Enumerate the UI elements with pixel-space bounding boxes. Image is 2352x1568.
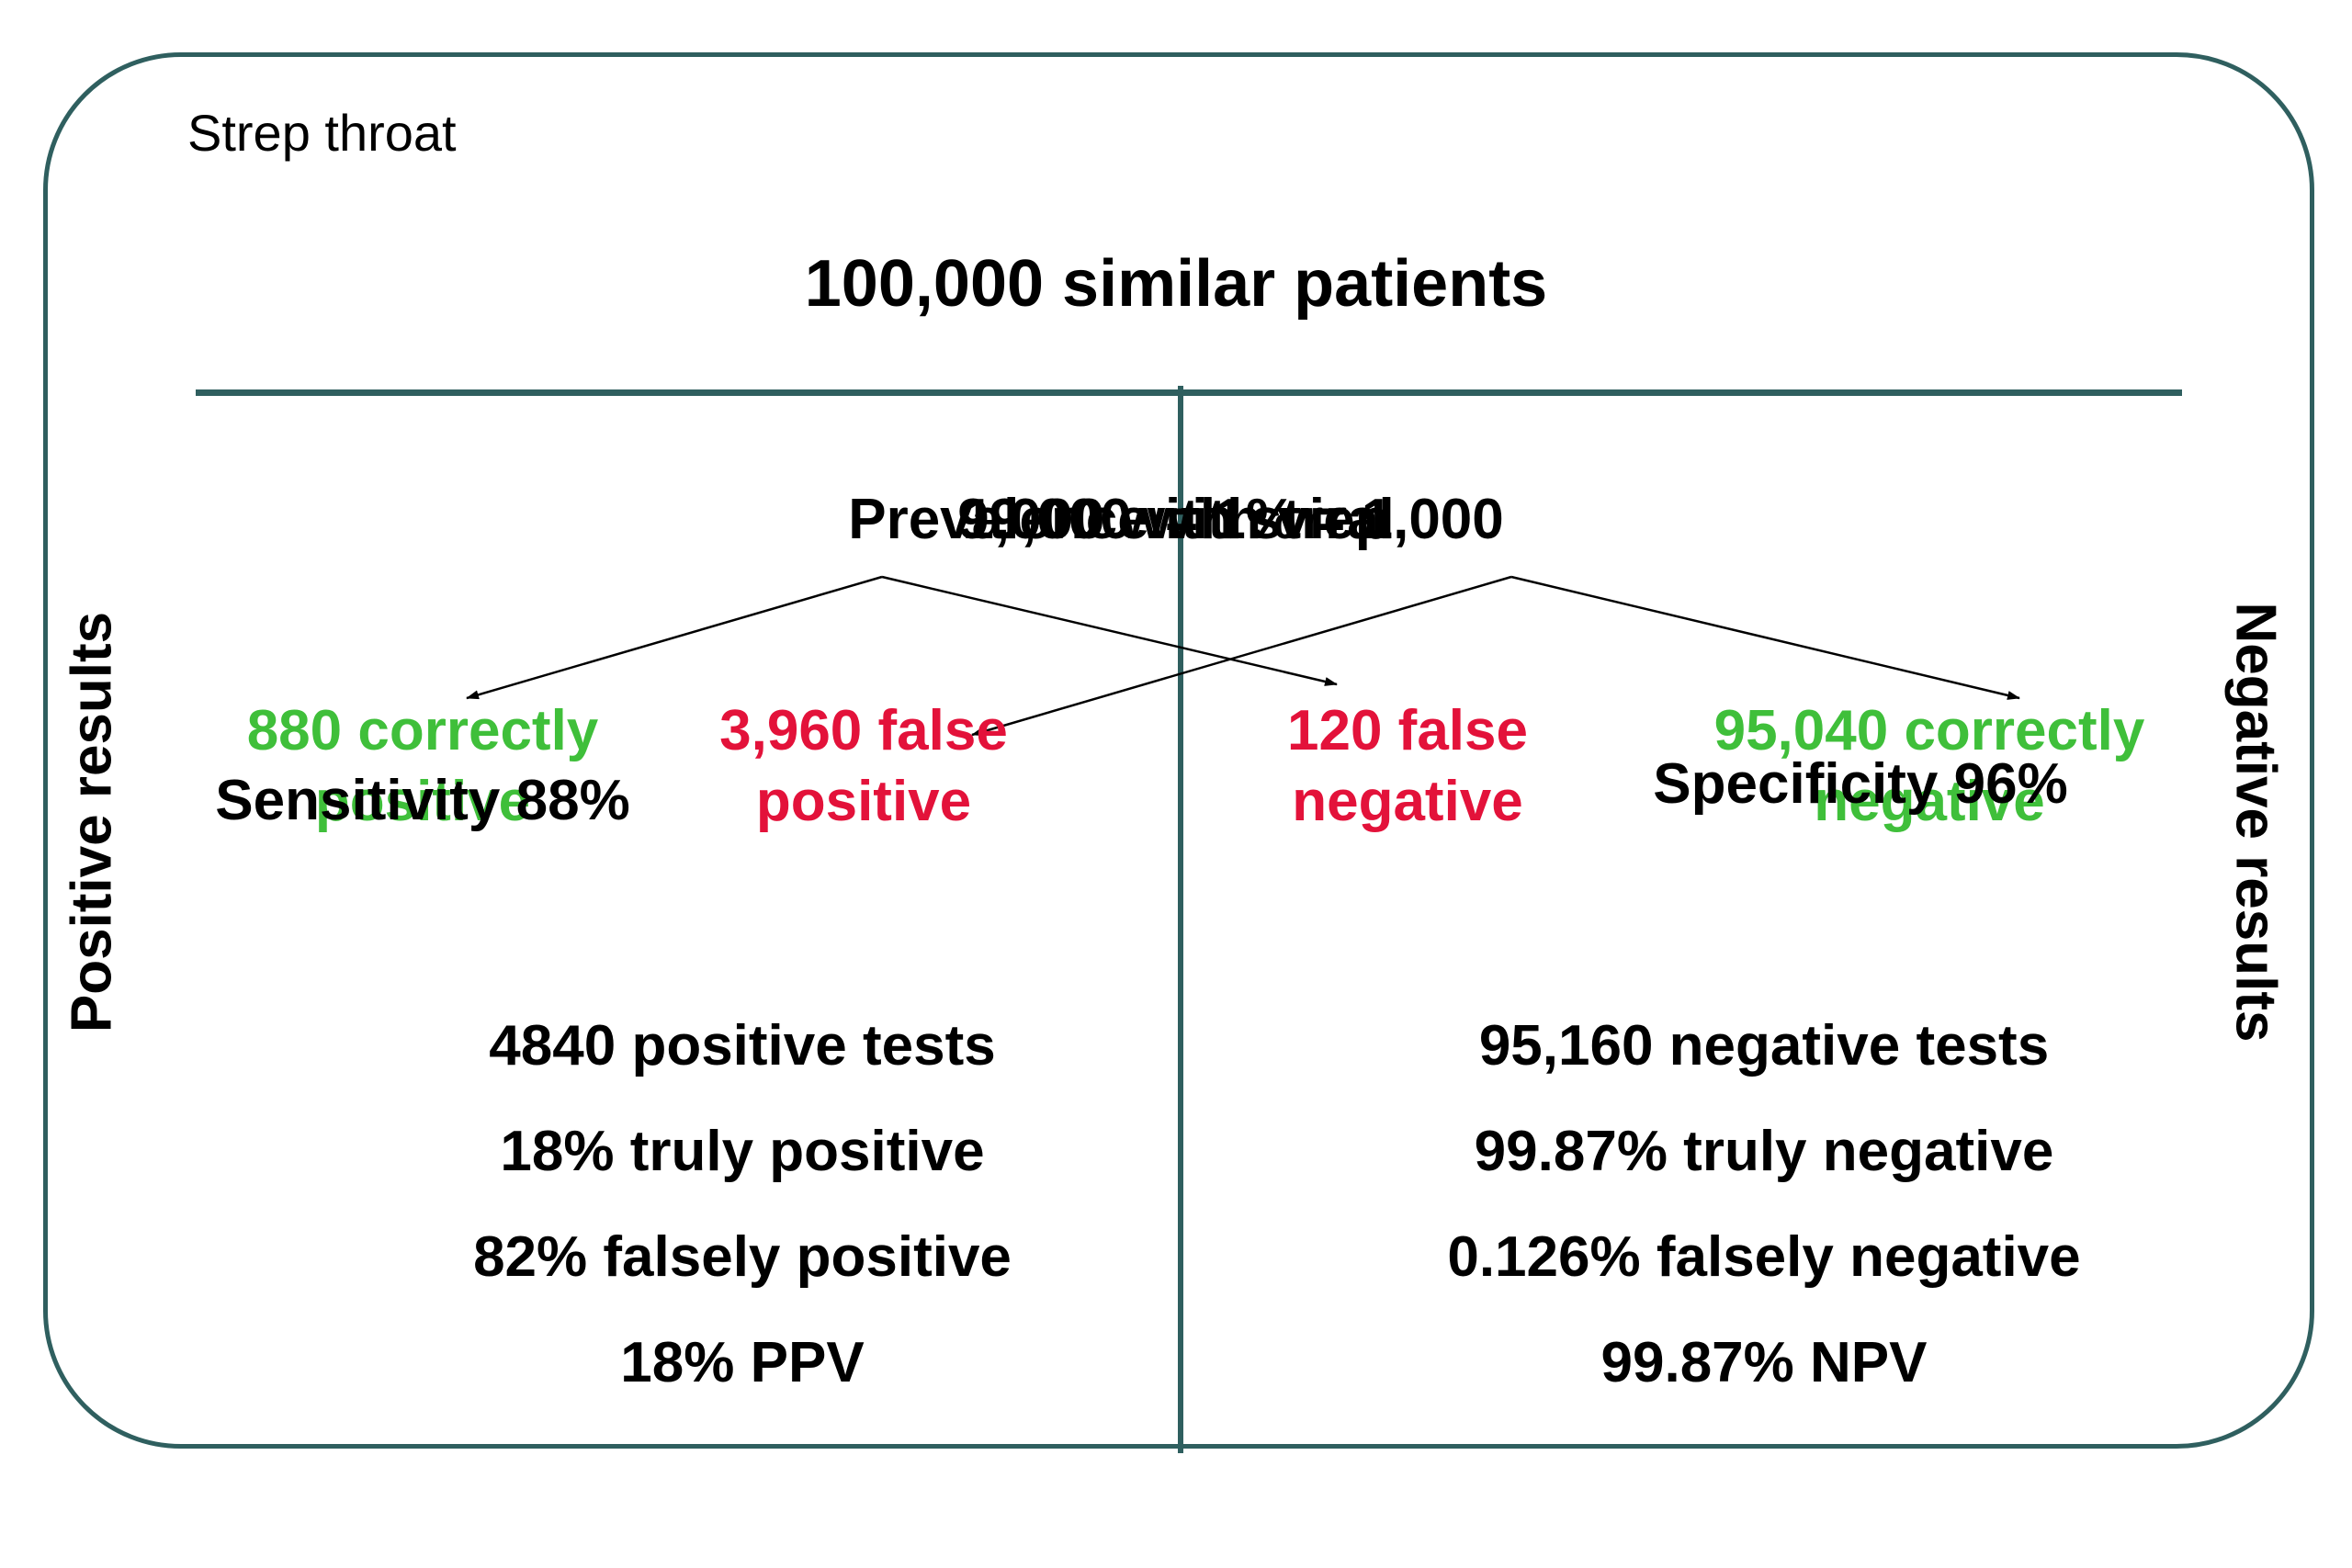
prevalence-viral: 99,000 with viral — [957, 488, 1395, 551]
arrow-strep-to-true-positive — [466, 575, 883, 700]
false-negative-line2: negative — [1292, 770, 1523, 833]
arrow-strep-to-false-negative — [881, 575, 1338, 686]
positive-stat-true: 18% truly positive — [500, 1120, 985, 1183]
positive-stat-ppv: 18% PPV — [620, 1331, 865, 1394]
arrow-viral-to-true-negative — [1510, 575, 2020, 700]
true-negative-line1: 95,040 correctly — [1713, 699, 2145, 762]
true-positive-line1: 880 correctly — [246, 699, 599, 762]
vertical-divider — [1178, 386, 1183, 1453]
negative-stat-false: 0.126% falsely negative — [1447, 1225, 2081, 1289]
negative-stat-total: 95,160 negative tests — [1478, 1014, 2050, 1077]
arrow-viral-to-false-positive — [971, 575, 1512, 737]
true-positive-outcome: 880 correctly positive — [147, 695, 698, 837]
prevalence-label: Prevalence = 1% = 1,000 — [848, 488, 1504, 551]
positive-stat-false: 82% falsely positive — [473, 1225, 1012, 1289]
false-positive-outcome: 3,960 false positive — [588, 695, 1139, 837]
true-positive-line2: positive — [314, 770, 531, 833]
negative-stat-true: 99.87% truly negative — [1474, 1120, 2054, 1183]
false-negative-line1: 120 false — [1287, 699, 1528, 762]
false-positive-line2: positive — [755, 770, 972, 833]
side-label-positive: Positive results — [60, 611, 124, 1033]
false-positive-line1: 3,960 false — [719, 699, 1008, 762]
diagram-title: 100,000 similar patients — [804, 247, 1548, 321]
negative-stat-npv: 99.87% NPV — [1600, 1331, 1928, 1394]
sensitivity-label: Sensitivity 88% — [215, 769, 630, 832]
true-negative-line2: negative — [1814, 770, 2045, 833]
corner-label: Strep throat — [187, 104, 457, 162]
false-negative-outcome: 120 false negative — [1132, 695, 1683, 837]
horizontal-divider — [196, 389, 2182, 396]
side-label-negative: Negative results — [2223, 602, 2288, 1043]
positive-stat-total: 4840 positive tests — [489, 1014, 996, 1077]
prevalence-strep: 1,000 with strep — [962, 488, 1390, 551]
true-negative-outcome: 95,040 correctly negative — [1654, 695, 2205, 837]
specificity-label: Specificity 96% — [1653, 752, 2068, 816]
